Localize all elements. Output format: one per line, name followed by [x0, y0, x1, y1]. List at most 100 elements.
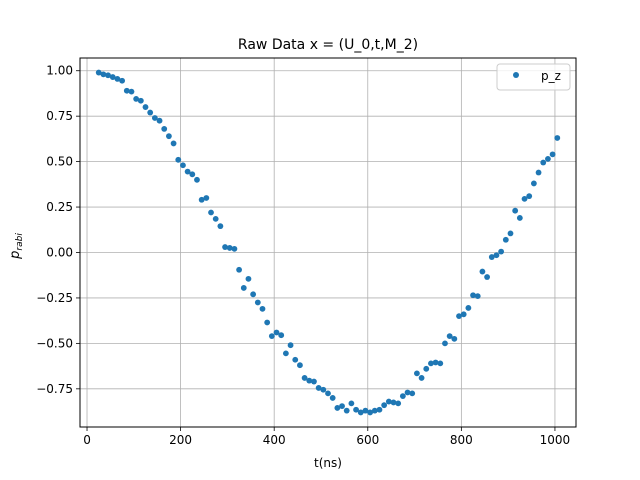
grid: [80, 58, 576, 427]
data-point: [119, 77, 126, 84]
data-point: [320, 386, 327, 393]
data-point: [343, 407, 350, 414]
ticks: 0 200 400 600 800 1000 1.00 0.75 0.50 0.25 0.00 −0.…: [36, 64, 570, 447]
data-point: [474, 293, 481, 300]
data-point: [180, 162, 186, 169]
data-point: [516, 215, 523, 221]
y-tick-label: 0.50: [46, 155, 73, 169]
data-point: [521, 195, 528, 202]
data-point: [311, 378, 317, 385]
data-point: [399, 393, 406, 399]
data-point: [376, 406, 383, 413]
x-tick-label: 400: [263, 433, 286, 447]
data-point: [137, 97, 144, 104]
x-tick-label: 1000: [540, 433, 571, 447]
data-point: [240, 285, 247, 291]
data-point: [446, 333, 453, 340]
data-point: [465, 305, 472, 311]
data-point: [273, 329, 280, 336]
data-point: [423, 365, 430, 372]
data-point: [161, 125, 168, 132]
data-point: [109, 74, 116, 80]
data-point: [498, 248, 505, 255]
data-point: [367, 409, 374, 416]
data-point: [395, 400, 402, 407]
data-point: [189, 171, 196, 178]
data-point: [535, 169, 542, 176]
data-point: [381, 402, 388, 409]
data-point: [268, 333, 275, 340]
data-point: [128, 88, 135, 95]
data-point: [404, 389, 411, 396]
legend-marker: [513, 72, 519, 78]
x-tick-label: 600: [356, 433, 379, 447]
legend: p_z: [496, 63, 571, 91]
data-point: [545, 155, 551, 162]
data-point: [306, 377, 313, 384]
y-axis-label-sub: rabi: [15, 233, 25, 251]
y-tick-label: 0.75: [46, 109, 73, 123]
data-point: [95, 69, 102, 76]
plot-frame: [79, 57, 577, 428]
data-point: [409, 390, 416, 397]
data-point: [549, 151, 556, 158]
data-point: [418, 375, 425, 381]
data-point: [208, 209, 214, 216]
data-point: [456, 313, 462, 320]
data-point: [226, 245, 233, 251]
data-point: [348, 400, 355, 407]
data-point: [362, 407, 369, 414]
data-point: [194, 176, 200, 183]
legend-box: [496, 63, 571, 91]
y-tick-label: −0.50: [36, 336, 73, 350]
data-point: [133, 95, 140, 102]
data-point: [554, 135, 561, 141]
data-point: [151, 115, 158, 121]
data-point: [287, 342, 294, 349]
data-point: [254, 299, 261, 306]
data-point: [334, 405, 341, 411]
data-point: [222, 244, 228, 250]
data-point: [428, 360, 434, 367]
data-point: [437, 360, 444, 367]
data-point: [264, 319, 271, 326]
data-point: [353, 406, 359, 413]
x-tick-label: 800: [450, 433, 473, 447]
data-point: [512, 207, 519, 214]
data-point: [250, 291, 257, 298]
x-axis-label: t(ns): [314, 456, 342, 470]
data-point: [315, 385, 322, 391]
data-point: [325, 390, 331, 397]
data-point: [184, 168, 191, 175]
data-point: [442, 340, 448, 347]
data-point: [432, 359, 439, 366]
data-point: [231, 245, 238, 252]
data-point: [339, 403, 345, 409]
data-points: [95, 69, 561, 416]
data-point: [100, 71, 107, 78]
data-point: [357, 409, 364, 416]
legend-label: p_z: [541, 69, 561, 83]
y-tick-label: 0.25: [46, 200, 73, 214]
data-point: [212, 215, 219, 222]
data-point: [507, 230, 514, 237]
data-point: [198, 196, 205, 203]
data-point: [301, 375, 308, 381]
y-tick-label: −0.75: [36, 382, 73, 396]
data-point: [479, 268, 486, 275]
data-point: [451, 335, 458, 342]
data-point: [460, 311, 467, 318]
data-point: [297, 362, 303, 369]
y-tick-label: 1.00: [46, 64, 73, 78]
x-tick-label: 200: [169, 433, 192, 447]
x-tick-label: 0: [83, 433, 91, 447]
data-point: [278, 332, 285, 339]
data-point: [123, 87, 130, 94]
data-point: [470, 292, 476, 299]
data-point: [105, 72, 111, 79]
data-point: [292, 356, 299, 363]
data-point: [166, 133, 172, 140]
chart-title: Raw Data x = (U_0,t,M_2): [238, 37, 418, 53]
data-point: [282, 350, 289, 357]
data-point: [142, 104, 149, 110]
